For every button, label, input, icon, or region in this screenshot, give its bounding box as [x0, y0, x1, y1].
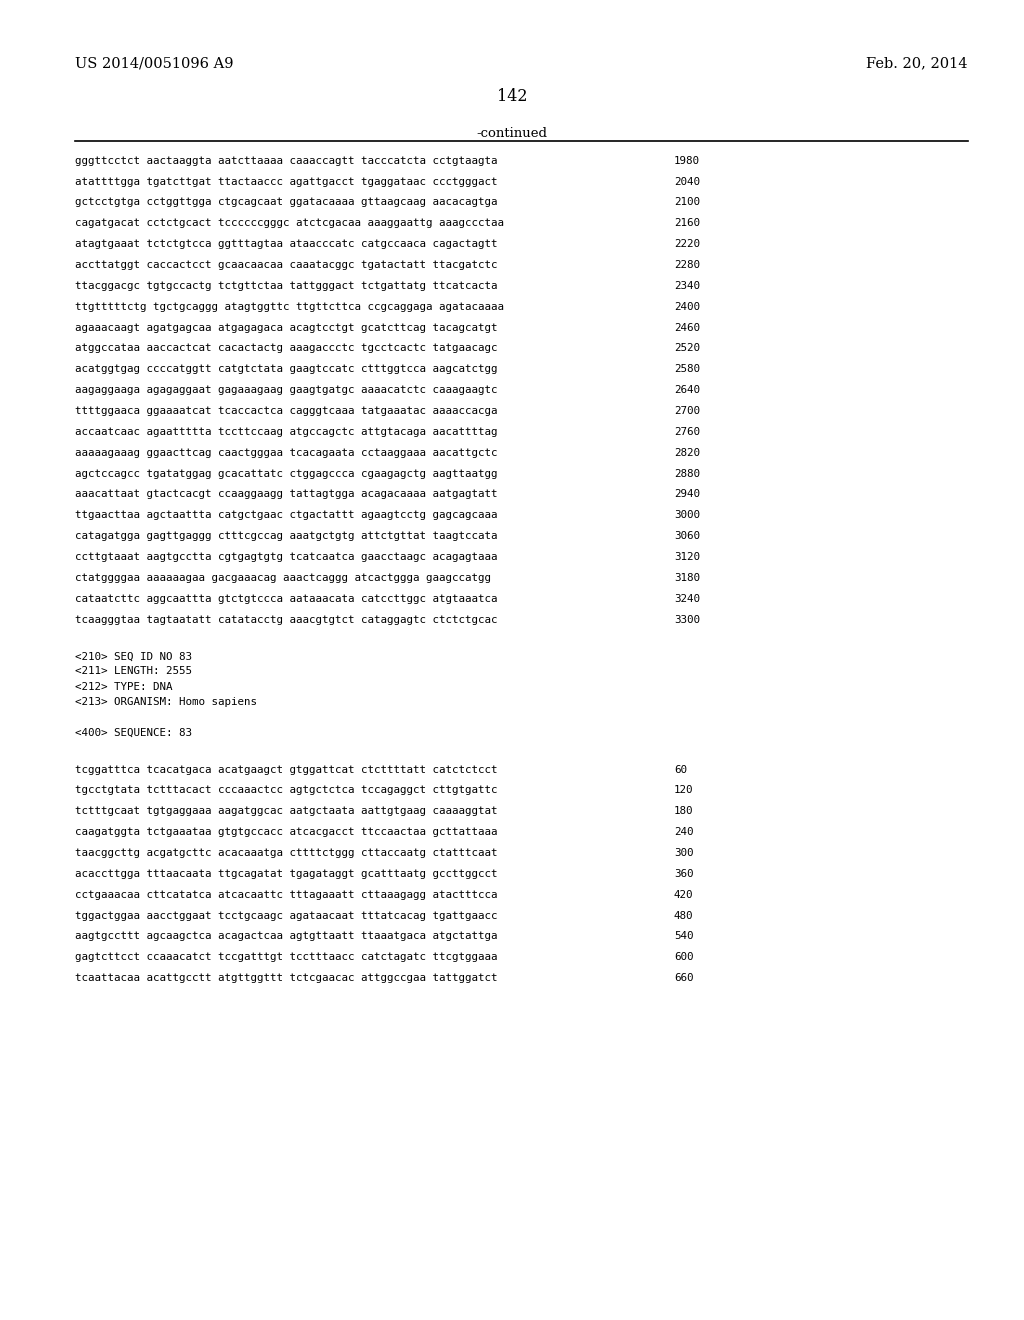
Text: 600: 600 — [674, 952, 693, 962]
Text: 2100: 2100 — [674, 198, 699, 207]
Text: 360: 360 — [674, 869, 693, 879]
Text: <213> ORGANISM: Homo sapiens: <213> ORGANISM: Homo sapiens — [75, 697, 257, 706]
Text: 2760: 2760 — [674, 426, 699, 437]
Text: 2820: 2820 — [674, 447, 699, 458]
Text: 2040: 2040 — [674, 177, 699, 186]
Text: tcggatttca tcacatgaca acatgaagct gtggattcat ctcttttatt catctctcct: tcggatttca tcacatgaca acatgaagct gtggatt… — [75, 764, 498, 775]
Text: 240: 240 — [674, 828, 693, 837]
Text: 300: 300 — [674, 847, 693, 858]
Text: tcaagggtaa tagtaatatt catatacctg aaacgtgtct cataggagtc ctctctgcac: tcaagggtaa tagtaatatt catatacctg aaacgtg… — [75, 615, 498, 624]
Text: ccttgtaaat aagtgcctta cgtgagtgtg tcatcaatca gaacctaagc acagagtaaa: ccttgtaaat aagtgcctta cgtgagtgtg tcatcaa… — [75, 552, 498, 562]
Text: 2400: 2400 — [674, 302, 699, 312]
Text: 420: 420 — [674, 890, 693, 900]
Text: 2880: 2880 — [674, 469, 699, 479]
Text: 180: 180 — [674, 807, 693, 816]
Text: 2340: 2340 — [674, 281, 699, 290]
Text: acaccttgga tttaacaata ttgcagatat tgagataggt gcatttaatg gccttggcct: acaccttgga tttaacaata ttgcagatat tgagata… — [75, 869, 498, 879]
Text: catagatgga gagttgaggg ctttcgccag aaatgctgtg attctgttat taagtccata: catagatgga gagttgaggg ctttcgccag aaatgct… — [75, 531, 498, 541]
Text: 3000: 3000 — [674, 511, 699, 520]
Text: cctgaaacaa cttcatatca atcacaattc tttagaaatt cttaaagagg atactttcca: cctgaaacaa cttcatatca atcacaattc tttagaa… — [75, 890, 498, 900]
Text: 120: 120 — [674, 785, 693, 796]
Text: atattttgga tgatcttgat ttactaaccc agattgacct tgaggataac ccctgggact: atattttgga tgatcttgat ttactaaccc agattga… — [75, 177, 498, 186]
Text: ttgtttttctg tgctgcaggg atagtggttc ttgttcttca ccgcaggaga agatacaaaa: ttgtttttctg tgctgcaggg atagtggttc ttgttc… — [75, 302, 504, 312]
Text: tggactggaa aacctggaat tcctgcaagc agataacaat tttatcacag tgattgaacc: tggactggaa aacctggaat tcctgcaagc agataac… — [75, 911, 498, 920]
Text: accaatcaac agaattttta tccttccaag atgccagctc attgtacaga aacattttag: accaatcaac agaattttta tccttccaag atgccag… — [75, 426, 498, 437]
Text: <212> TYPE: DNA: <212> TYPE: DNA — [75, 681, 172, 692]
Text: taacggcttg acgatgcttc acacaaatga cttttctggg cttaccaatg ctatttcaat: taacggcttg acgatgcttc acacaaatga cttttct… — [75, 847, 498, 858]
Text: aaacattaat gtactcacgt ccaaggaagg tattagtgga acagacaaaa aatgagtatt: aaacattaat gtactcacgt ccaaggaagg tattagt… — [75, 490, 498, 499]
Text: 1980: 1980 — [674, 156, 699, 166]
Text: 2640: 2640 — [674, 385, 699, 395]
Text: atagtgaaat tctctgtcca ggtttagtaa ataacccatc catgccaaca cagactagtt: atagtgaaat tctctgtcca ggtttagtaa ataaccc… — [75, 239, 498, 249]
Text: 3120: 3120 — [674, 552, 699, 562]
Text: aagtgccttt agcaagctca acagactcaa agtgttaatt ttaaatgaca atgctattga: aagtgccttt agcaagctca acagactcaa agtgtta… — [75, 932, 498, 941]
Text: tgcctgtata tctttacact cccaaactcc agtgctctca tccagaggct cttgtgattc: tgcctgtata tctttacact cccaaactcc agtgctc… — [75, 785, 498, 796]
Text: 2700: 2700 — [674, 407, 699, 416]
Text: accttatggt caccactcct gcaacaacaa caaatacggc tgatactatt ttacgatctc: accttatggt caccactcct gcaacaacaa caaatac… — [75, 260, 498, 271]
Text: caagatggta tctgaaataa gtgtgccacc atcacgacct ttccaactaa gcttattaaa: caagatggta tctgaaataa gtgtgccacc atcacga… — [75, 828, 498, 837]
Text: <211> LENGTH: 2555: <211> LENGTH: 2555 — [75, 667, 191, 676]
Text: 3300: 3300 — [674, 615, 699, 624]
Text: Feb. 20, 2014: Feb. 20, 2014 — [866, 57, 968, 71]
Text: ttttggaaca ggaaaatcat tcaccactca cagggtcaaa tatgaaatac aaaaccacga: ttttggaaca ggaaaatcat tcaccactca cagggtc… — [75, 407, 498, 416]
Text: 2940: 2940 — [674, 490, 699, 499]
Text: 480: 480 — [674, 911, 693, 920]
Text: 142: 142 — [497, 88, 527, 106]
Text: 2460: 2460 — [674, 322, 699, 333]
Text: 2520: 2520 — [674, 343, 699, 354]
Text: agctccagcc tgatatggag gcacattatc ctggagccca cgaagagctg aagttaatgg: agctccagcc tgatatggag gcacattatc ctggagc… — [75, 469, 498, 479]
Text: agaaacaagt agatgagcaa atgagagaca acagtcctgt gcatcttcag tacagcatgt: agaaacaagt agatgagcaa atgagagaca acagtcc… — [75, 322, 498, 333]
Text: 2160: 2160 — [674, 218, 699, 228]
Text: 660: 660 — [674, 973, 693, 983]
Text: 2280: 2280 — [674, 260, 699, 271]
Text: aagaggaaga agagaggaat gagaaagaag gaagtgatgc aaaacatctc caaagaagtc: aagaggaaga agagaggaat gagaaagaag gaagtga… — [75, 385, 498, 395]
Text: 3060: 3060 — [674, 531, 699, 541]
Text: 540: 540 — [674, 932, 693, 941]
Text: ttgaacttaa agctaattta catgctgaac ctgactattt agaagtcctg gagcagcaaa: ttgaacttaa agctaattta catgctgaac ctgacta… — [75, 511, 498, 520]
Text: 60: 60 — [674, 764, 687, 775]
Text: tcaattacaa acattgcctt atgttggttt tctcgaacac attggccgaa tattggatct: tcaattacaa acattgcctt atgttggttt tctcgaa… — [75, 973, 498, 983]
Text: -continued: -continued — [476, 127, 548, 140]
Text: US 2014/0051096 A9: US 2014/0051096 A9 — [75, 57, 233, 71]
Text: cataatcttc aggcaattta gtctgtccca aataaacata catccttggc atgtaaatca: cataatcttc aggcaattta gtctgtccca aataaac… — [75, 594, 498, 603]
Text: tctttgcaat tgtgaggaaa aagatggcac aatgctaata aattgtgaag caaaaggtat: tctttgcaat tgtgaggaaa aagatggcac aatgcta… — [75, 807, 498, 816]
Text: 2580: 2580 — [674, 364, 699, 375]
Text: ctatggggaa aaaaaagaa gacgaaacag aaactcaggg atcactggga gaagccatgg: ctatggggaa aaaaaagaa gacgaaacag aaactcag… — [75, 573, 490, 583]
Text: acatggtgag ccccatggtt catgtctata gaagtccatc ctttggtcca aagcatctgg: acatggtgag ccccatggtt catgtctata gaagtcc… — [75, 364, 498, 375]
Text: <210> SEQ ID NO 83: <210> SEQ ID NO 83 — [75, 651, 191, 661]
Text: gggttcctct aactaaggta aatcttaaaa caaaccagtt tacccatcta cctgtaagta: gggttcctct aactaaggta aatcttaaaa caaacca… — [75, 156, 498, 166]
Text: 3180: 3180 — [674, 573, 699, 583]
Text: 2220: 2220 — [674, 239, 699, 249]
Text: 3240: 3240 — [674, 594, 699, 603]
Text: gagtcttcct ccaaacatct tccgatttgt tcctttaacc catctagatc ttcgtggaaa: gagtcttcct ccaaacatct tccgatttgt tccttta… — [75, 952, 498, 962]
Text: aaaaagaaag ggaacttcag caactgggaa tcacagaata cctaaggaaa aacattgctc: aaaaagaaag ggaacttcag caactgggaa tcacaga… — [75, 447, 498, 458]
Text: atggccataa aaccactcat cacactactg aaagaccctc tgcctcactc tatgaacagc: atggccataa aaccactcat cacactactg aaagacc… — [75, 343, 498, 354]
Text: <400> SEQUENCE: 83: <400> SEQUENCE: 83 — [75, 727, 191, 738]
Text: cagatgacat cctctgcact tccccccgggc atctcgacaa aaaggaattg aaagccctaa: cagatgacat cctctgcact tccccccgggc atctcg… — [75, 218, 504, 228]
Text: gctcctgtga cctggttgga ctgcagcaat ggatacaaaa gttaagcaag aacacagtga: gctcctgtga cctggttgga ctgcagcaat ggataca… — [75, 198, 498, 207]
Text: ttacggacgc tgtgccactg tctgttctaa tattgggact tctgattatg ttcatcacta: ttacggacgc tgtgccactg tctgttctaa tattggg… — [75, 281, 498, 290]
